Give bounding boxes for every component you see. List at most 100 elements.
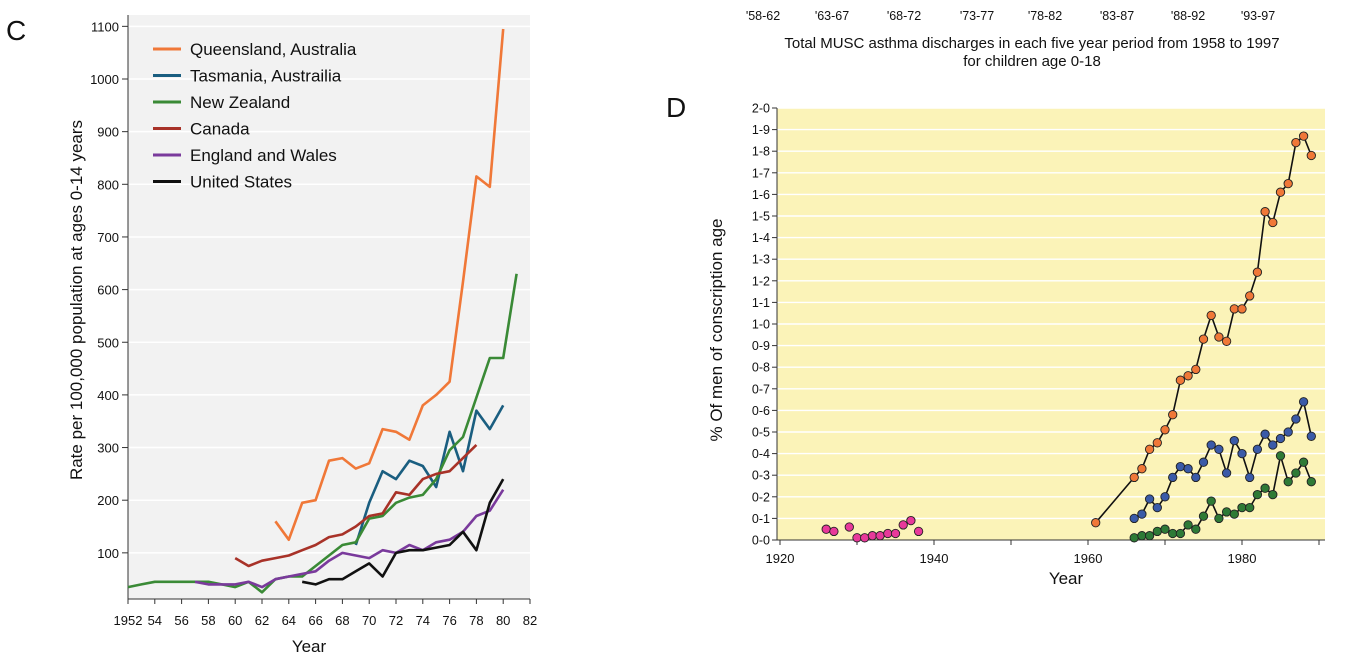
panel-d-data-point: [1183, 371, 1193, 381]
panel-c-series-line: [274, 28, 505, 542]
top-panel-tick-label: '78-82: [1028, 9, 1062, 23]
panel-c-legend-label: Tasmania, Austrailia: [190, 67, 342, 86]
panel-d-data-point: [1221, 336, 1232, 346]
panel-d-data-point: [1291, 468, 1301, 478]
panel-c-y-tick-label: 1000: [90, 72, 119, 87]
panel-c-gridlines: [122, 15, 530, 600]
panel-d-data-point: [1144, 494, 1155, 504]
panel-d-data-point: [860, 533, 870, 543]
panel-d-y-tick-label: 1-3: [752, 253, 770, 267]
panel-d-y-tick-label: 0-6: [752, 404, 770, 418]
panel-c-legend-label: England and Wales: [190, 146, 337, 165]
panel-d-x-axis-label: Year: [1049, 569, 1084, 588]
panel-d-letter: D: [666, 92, 686, 123]
panel-d-y-axis-label: % Of men of conscription age: [707, 218, 726, 441]
panel-d-y-tick-label: 0-9: [752, 339, 770, 353]
panel-d-series: [821, 131, 1316, 543]
panel-c-x-tick-label: 74: [416, 613, 430, 628]
panel-d-y-tick-label: 0-4: [752, 447, 770, 461]
panel-d-data-point: [1298, 131, 1309, 141]
panel-d-data-point: [1237, 502, 1247, 513]
panel-c-y-tick-labels: 100 200 300 400 500 600 700 800 900 1000 1100: [90, 19, 119, 560]
panel-d-data-point: [1298, 457, 1309, 467]
panel-d-data-point: [1198, 457, 1209, 467]
panel-d-data-point: [1152, 526, 1162, 537]
panel-d-y-tick-label: 1-7: [752, 166, 770, 180]
panel-d-data-point: [1237, 304, 1247, 314]
panel-d-y-tick-label: 0-1: [752, 512, 770, 526]
top-panel-tick-label: '58-62: [746, 9, 780, 23]
panel-d-data-point: [1129, 513, 1139, 524]
panel-c-series-lines: [127, 28, 518, 594]
top-panel-tick-labels: '58-62 '63-67 '68-72 '73-77 '78-82 '83-87 '88-…: [746, 9, 1275, 23]
panel-c-series-line: [194, 489, 505, 589]
panel-d-data-point: [1306, 431, 1316, 441]
panel-c-y-tick-label: 1100: [91, 19, 119, 34]
panel-d-data-point: [1245, 472, 1255, 483]
panel-d-data-point: [1137, 464, 1147, 474]
panel-c-series-line: [127, 273, 518, 594]
top-panel-caption-line2: for children age 0-18: [963, 53, 1101, 70]
panel-d-x-tick-labels: 1920 1940 1960 1980: [766, 540, 1320, 566]
panel-d-data-point: [1260, 429, 1270, 439]
panel-c-legend: Queensland, Australia Tasmania, Austraili…: [153, 40, 357, 192]
panel-d-data-point: [1221, 507, 1232, 517]
top-panel-tick-label: '73-77: [960, 9, 994, 23]
panel-d-data-point: [1198, 511, 1209, 521]
panel-d-data-point: [1260, 483, 1270, 493]
panel-c-legend-label: Canada: [190, 120, 250, 139]
panel-d-y-tick-label: 0-3: [752, 469, 770, 483]
panel-d-data-point: [883, 528, 893, 539]
panel-d-data-point: [1129, 533, 1139, 543]
panel-d-data-point: [1229, 509, 1239, 519]
panel-d-data-point: [1206, 496, 1216, 506]
panel-d-y-tick-label: 1-2: [752, 274, 770, 288]
panel-d-data-point: [1306, 150, 1316, 161]
panel-d-data-point: [821, 524, 831, 534]
panel-d-data-point: [1252, 444, 1263, 454]
panel-d-data-point: [1214, 332, 1224, 342]
panel-c-x-tick-label: 76: [442, 613, 456, 628]
panel-d-data-point: [1214, 513, 1224, 524]
panel-d-data-point: [1268, 489, 1278, 500]
panel-d-data-point: [1129, 472, 1139, 483]
panel-d-data-point: [1091, 518, 1101, 528]
top-panel-tick-label: '88-92: [1171, 9, 1205, 23]
panel-c-y-tick-label: 200: [97, 493, 119, 508]
panel-d-data-point: [1245, 502, 1255, 513]
panel-d-data-point: [1168, 472, 1178, 483]
panel-d-data-point: [1291, 414, 1301, 424]
panel-d-gridlines: [772, 107, 1325, 541]
panel-d-data-point: [1275, 187, 1286, 197]
panel-d-x-tick-label: 1980: [1228, 551, 1257, 566]
panel-d-data-point: [852, 533, 862, 543]
panel-d-data-point: [1283, 477, 1293, 487]
panel-c-x-axis-label: Year: [292, 637, 327, 656]
panel-c-y-axis-label: Rate per 100,000 population at ages 0-14…: [67, 120, 86, 480]
panel-d-y-tick-label: 0-5: [752, 426, 770, 440]
panel-d-data-point: [1283, 427, 1293, 437]
panel-d-data-point: [1206, 440, 1216, 450]
panel-d-y-tick-label: 1-4: [752, 231, 770, 245]
panel-d-data-point: [1183, 464, 1193, 474]
panel-d-y-tick-label: 1-8: [752, 145, 770, 159]
panel-d-data-point: [1160, 425, 1170, 435]
panel-d-data-point: [1175, 375, 1186, 385]
panel-d-data-point: [1191, 524, 1201, 534]
panel-d-data-point: [1252, 489, 1263, 500]
top-panel-fragment: '58-62 '63-67 '68-72 '73-77 '78-82 '83-87 '88-…: [746, 9, 1280, 70]
panel-c-x-tick-label: 58: [201, 613, 215, 628]
panel-d-data-point: [1191, 364, 1201, 375]
panel-d: D 0-0 0-1 0-2 0-3 0-4 0-5 0-6 0-7 0-8 0-9 1-0 1-1 1-…: [666, 92, 1325, 588]
panel-c-y-tick-label: 300: [97, 441, 119, 456]
panel-c-y-tick-label: 900: [97, 125, 119, 140]
panel-c-x-tick-label: 66: [308, 613, 322, 628]
panel-c-x-tick-label: 56: [174, 613, 188, 628]
panel-d-data-point: [898, 520, 908, 530]
panel-c-y-tick-label: 600: [97, 283, 119, 298]
panel-c-x-tick-labels: 1952 54 56 58 60 62 64 66 68 70 72 74 76 78 80 82: [114, 599, 537, 628]
panel-d-data-point: [829, 526, 839, 537]
panel-d-y-tick-label: 0-0: [752, 534, 770, 548]
panel-c-x-tick-label: 70: [362, 613, 376, 628]
